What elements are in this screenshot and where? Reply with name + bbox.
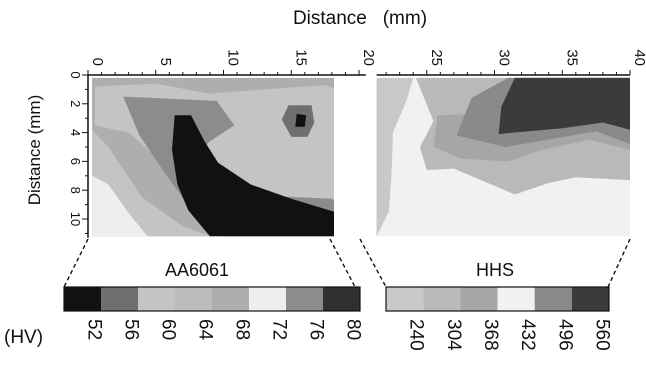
aa6061-legend-label: 72 [269, 319, 290, 340]
hhs-contour-region-1 [376, 77, 414, 237]
hhs-legend-swatch [497, 287, 535, 311]
y-tick-label: 0 [68, 71, 83, 78]
hhs-contour-map [376, 77, 630, 237]
y-axis-ticks: 0 2 4 6 8 10 [68, 71, 88, 234]
hhs-legend-label: 496 [554, 319, 575, 351]
material-labels: AA6061 HHS [165, 260, 514, 280]
hhs-legend-swatch [460, 287, 498, 311]
aa6061-contour-region-4 [172, 115, 334, 237]
hhs-color-scale: 240 304 368 432 496 560 [385, 286, 612, 351]
chart-title: Distance (mm) [293, 8, 427, 29]
aa6061-legend-label: 68 [232, 319, 253, 340]
aa6061-legend-label: 60 [158, 319, 179, 340]
x-tick-label: 10 [225, 49, 242, 66]
x-tick-label: 25 [428, 49, 445, 66]
plot-axes [87, 74, 630, 238]
aa6061-contour-region-5 [92, 175, 148, 237]
hhs-legend-label: 240 [406, 319, 427, 351]
hhs-legend-swatch [423, 287, 461, 311]
x-tick-label: 30 [496, 49, 513, 66]
x-tick-label: 35 [563, 49, 580, 66]
hhs-legend-label: 368 [480, 319, 501, 351]
x-tick-label: 5 [157, 58, 174, 66]
connector-line [63, 238, 89, 288]
y-tick-label: 4 [68, 129, 83, 136]
x-tick-label: 40 [631, 49, 646, 66]
aa6061-legend-swatch [212, 287, 249, 311]
hhs-legend-swatch [386, 287, 424, 311]
legend-connectors [63, 238, 631, 288]
y-tick-label: 2 [68, 100, 83, 107]
aa6061-legend-label: 52 [84, 319, 105, 340]
material-label-hhs: HHS [476, 260, 514, 280]
y-tick-label: 6 [68, 158, 83, 165]
aa6061-legend-label: 56 [121, 319, 142, 340]
aa6061-legend-swatch [175, 287, 212, 311]
aa6061-legend-swatch [323, 287, 360, 311]
connector-line [329, 238, 356, 288]
aa6061-legend-swatch [64, 287, 101, 311]
aa6061-contour-region-7 [295, 113, 307, 127]
aa6061-legend-label: 64 [195, 319, 216, 341]
aa6061-color-scale: 52 56 60 64 68 72 76 80 [63, 286, 364, 341]
hhs-legend-swatch [534, 287, 572, 311]
hhs-legend-label: 560 [591, 319, 612, 351]
aa6061-legend-swatch [286, 287, 323, 311]
hhs-legend-label: 432 [517, 319, 538, 351]
y-tick-label: 10 [68, 212, 83, 226]
hv-unit-label: (HV) [4, 327, 43, 348]
hhs-contour-region-5 [498, 77, 630, 134]
aa6061-legend-swatch [138, 287, 175, 311]
aa6061-legend-label: 80 [343, 319, 364, 340]
y-tick-label: 8 [68, 187, 83, 194]
hhs-legend-label: 304 [443, 319, 464, 351]
legend-frame [63, 286, 361, 312]
x-tick-label: 15 [292, 49, 309, 66]
legend-frame [385, 286, 610, 312]
x-axis-ticks: 0 5 10 15 20 25 30 35 40 [87, 49, 646, 75]
x-tick-label: 0 [89, 58, 106, 66]
aa6061-legend-label: 76 [306, 319, 327, 340]
connector-line [607, 238, 631, 288]
material-label-aa6061: AA6061 [165, 260, 229, 280]
aa6061-legend-swatch [101, 287, 138, 311]
aa6061-legend-swatch [249, 287, 286, 311]
aa6061-contour-map [92, 77, 334, 237]
y-axis-label: Distance (mm) [25, 95, 44, 206]
connector-line [359, 238, 387, 288]
x-tick-label: 20 [360, 49, 377, 66]
hhs-legend-swatch [571, 287, 609, 311]
